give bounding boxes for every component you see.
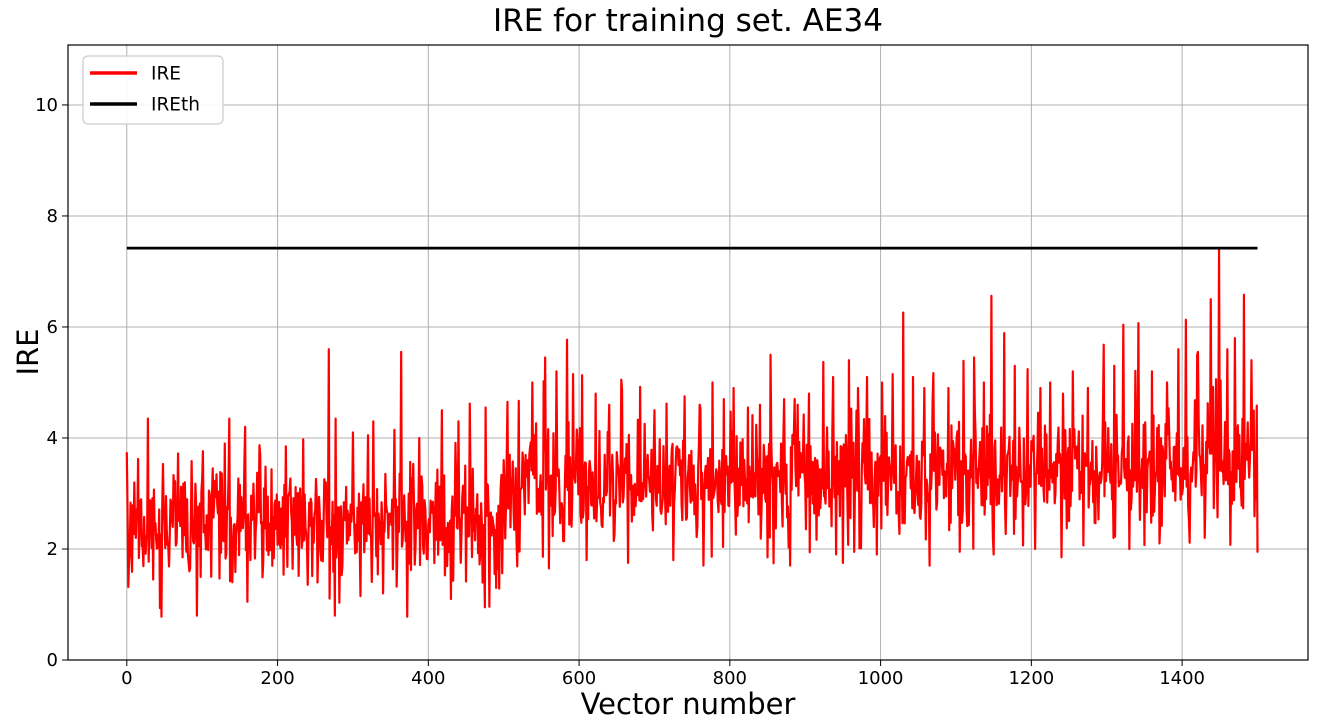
tick-layer: 0 200 400 600 800 1000 1200 1400 0 2 4 6 8 10: [35, 95, 1205, 689]
y-tick-label: 2: [47, 539, 58, 560]
x-tick-label: 1400: [1159, 668, 1205, 689]
x-tick-label: 0: [121, 668, 132, 689]
x-tick-label: 600: [562, 668, 596, 689]
chart-title: IRE for training set. AE34: [493, 3, 883, 39]
x-tick-label: 1000: [858, 668, 904, 689]
legend-label-ireth: IREth: [151, 95, 200, 116]
x-tick-label: 200: [260, 668, 294, 689]
x-tick-label: 800: [713, 668, 747, 689]
plot-border: [67, 44, 1309, 661]
y-tick-label: 6: [47, 317, 58, 338]
legend-label-ire: IRE: [151, 64, 181, 85]
y-tick-label: 10: [35, 95, 58, 116]
y-tick-label: 4: [47, 428, 58, 449]
y-tick-label: 0: [47, 650, 58, 671]
x-axis-label: Vector number: [581, 687, 796, 721]
y-axis-label: IRE: [11, 328, 45, 375]
ire-series-line: [125, 247, 1259, 618]
legend: IRE IREth: [82, 55, 224, 125]
x-tick-label: 1200: [1008, 668, 1054, 689]
x-tick-label: 400: [411, 668, 445, 689]
series-layer: [125, 246, 1259, 618]
y-tick-label: 8: [47, 206, 58, 227]
